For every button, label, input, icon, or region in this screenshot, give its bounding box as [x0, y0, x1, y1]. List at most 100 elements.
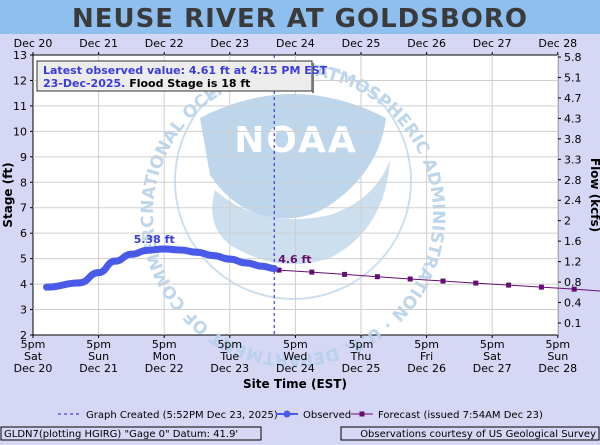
y2-tick-label: 3.8: [564, 133, 582, 146]
bottom-tick-label: 5pm: [152, 338, 177, 351]
y-tick-label: 2: [20, 329, 27, 342]
observed-point: [144, 246, 152, 254]
y2-tick-label: 1.6: [564, 235, 582, 248]
y2-tick-label: 0.8: [564, 276, 582, 289]
observed-point: [43, 283, 51, 291]
legend: Graph Created (5:52PM Dec 23, 2025) Obse…: [58, 410, 543, 421]
y2-axis-title: Flow (kcfs): [588, 158, 600, 232]
top-tick-label: Dec 23: [210, 37, 249, 50]
footer-left-box: [0, 426, 262, 441]
forecast-point: [506, 282, 512, 288]
bottom-tick-label: Dec 25: [342, 362, 381, 375]
bottom-tick-label: Dec 26: [407, 362, 446, 375]
y2-tick-label: 0.4: [564, 297, 582, 310]
y2-tick-label: 5.1: [564, 71, 582, 84]
latest-value-box: Latest observed value: 4.61 ft at 4:15 P…: [36, 60, 328, 93]
y-tick-label: 7: [20, 202, 27, 215]
y2-tick-label: 5.8: [564, 51, 582, 64]
footer-left-text: GLDN7(plotting HGIRG) "Gage 0" Datum: 41…: [4, 429, 238, 440]
forecast-line: [274, 268, 600, 292]
observed-point: [270, 265, 278, 273]
bottom-tick-label: Thu: [350, 350, 372, 363]
y2-tick-label: 1.2: [564, 256, 582, 269]
observed-point: [160, 245, 168, 253]
forecast-point: [440, 278, 446, 284]
y2-tick-label: 0.1: [564, 317, 582, 330]
legend-created-label: Graph Created (5:52PM Dec 23, 2025): [86, 410, 278, 421]
y-tick-label: 6: [20, 227, 27, 240]
y2-tick-label: 4.3: [564, 112, 582, 125]
top-tick-label: Dec 21: [79, 37, 118, 50]
flow-axis: 0.1 0.4 0.8 1.2 1.6 2 2.4 2.8 3.3 3.8 4.3 4.7 5.1 5.8: [558, 51, 582, 330]
y2-tick-label: 2.4: [564, 194, 582, 207]
bottom-tick-label: Dec 22: [145, 362, 184, 375]
chart-title: NEUSE RIVER AT GOLDSBORO: [72, 4, 528, 34]
footer-right-box: [340, 426, 600, 441]
observed-point: [226, 255, 234, 263]
top-tick-label: Dec 22: [145, 37, 184, 50]
bottom-tick-label: Fri: [420, 350, 433, 363]
observed-peak-label: 5.38 ft: [134, 233, 175, 246]
y2-tick-label: 2: [564, 215, 571, 228]
bottom-tick-label: Sat: [24, 350, 43, 363]
latest-value-box-border: [36, 60, 313, 92]
legend-forecast-marker: [359, 411, 365, 417]
bottom-tick-label: Sun: [547, 350, 568, 363]
bottom-tick-label: 5pm: [21, 338, 46, 351]
bottom-tick-label: Dec 27: [473, 362, 512, 375]
observed-point: [209, 252, 217, 260]
top-date-axis: Dec 20 Dec 21 Dec 22 Dec 23 Dec 24 Dec 25 Dec …: [14, 37, 577, 55]
bottom-tick-label: 5pm: [480, 338, 505, 351]
bottom-tick-label: Mon: [153, 350, 176, 363]
y-tick-label: 13: [13, 49, 27, 62]
y-tick-label: 4: [20, 278, 27, 291]
title-bar: [0, 0, 600, 34]
latest-value-line2: 23-Dec-2025. Flood Stage is 18 ft: [43, 77, 250, 90]
forecast-point: [309, 269, 315, 275]
bottom-tick-label: Dec 23: [210, 362, 249, 375]
y-tick-label: 9: [20, 151, 27, 164]
top-tick-label: Dec 20: [14, 37, 53, 50]
observed-point: [193, 248, 201, 256]
y2-tick-label: 2.8: [564, 174, 582, 187]
forecast-point: [571, 286, 577, 292]
forecast-point: [407, 276, 413, 282]
y-tick-label: 8: [20, 176, 27, 189]
bottom-tick-label: 5pm: [414, 338, 439, 351]
footer-right-text: Observations courtesy of US Geological S…: [360, 429, 596, 440]
bottom-tick-label: Tue: [219, 350, 239, 363]
x-axis-title: Site Time (EST): [243, 377, 347, 391]
forecast-point: [473, 280, 479, 286]
noaa-logo-text: NOAA: [234, 120, 358, 161]
latest-value-line1: Latest observed value: 4.61 ft at 4:15 P…: [43, 64, 328, 77]
top-tick-label: Dec 27: [473, 37, 512, 50]
y-tick-label: 12: [13, 74, 27, 87]
annotations: 5.38 ft 4.6 ft: [134, 233, 312, 266]
bottom-tick-label: Sun: [88, 350, 109, 363]
y-tick-label: 3: [20, 304, 27, 317]
observed-point: [75, 279, 83, 287]
observed-point: [111, 257, 119, 265]
observed-point: [127, 250, 135, 258]
y2-tick-label: 4.7: [564, 92, 582, 105]
top-tick-label: Dec 24: [276, 37, 315, 50]
observed-series: [43, 245, 278, 291]
noaa-bird-shape: [212, 160, 390, 265]
bottom-tick-label: Dec 28: [538, 362, 577, 375]
observed-point: [95, 269, 103, 277]
legend-observed-label: Observed: [303, 410, 351, 421]
bottom-tick-label: 5pm: [86, 338, 111, 351]
flood-stage-text: Flood Stage is 18 ft: [125, 77, 250, 90]
bottom-tick-label: 5pm: [545, 338, 570, 351]
legend-observed-marker: [283, 410, 291, 418]
top-tick-label: Dec 26: [407, 37, 446, 50]
observed-point: [259, 262, 267, 270]
observed-point: [242, 259, 250, 267]
top-tick-label: Dec 25: [342, 37, 381, 50]
y-tick-label: 11: [13, 100, 27, 113]
bottom-tick-label: Dec 20: [14, 362, 53, 375]
forecast-start-label: 4.6 ft: [278, 253, 311, 266]
latest-value-date: 23-Dec-2025.: [43, 77, 125, 90]
